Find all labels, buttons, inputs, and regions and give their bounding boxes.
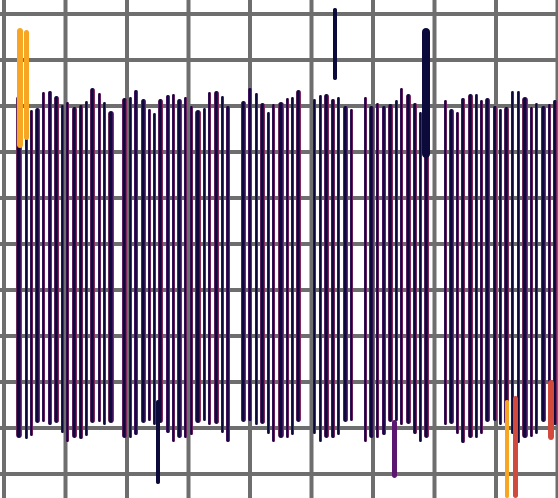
glyph-strokes [16, 8, 557, 498]
